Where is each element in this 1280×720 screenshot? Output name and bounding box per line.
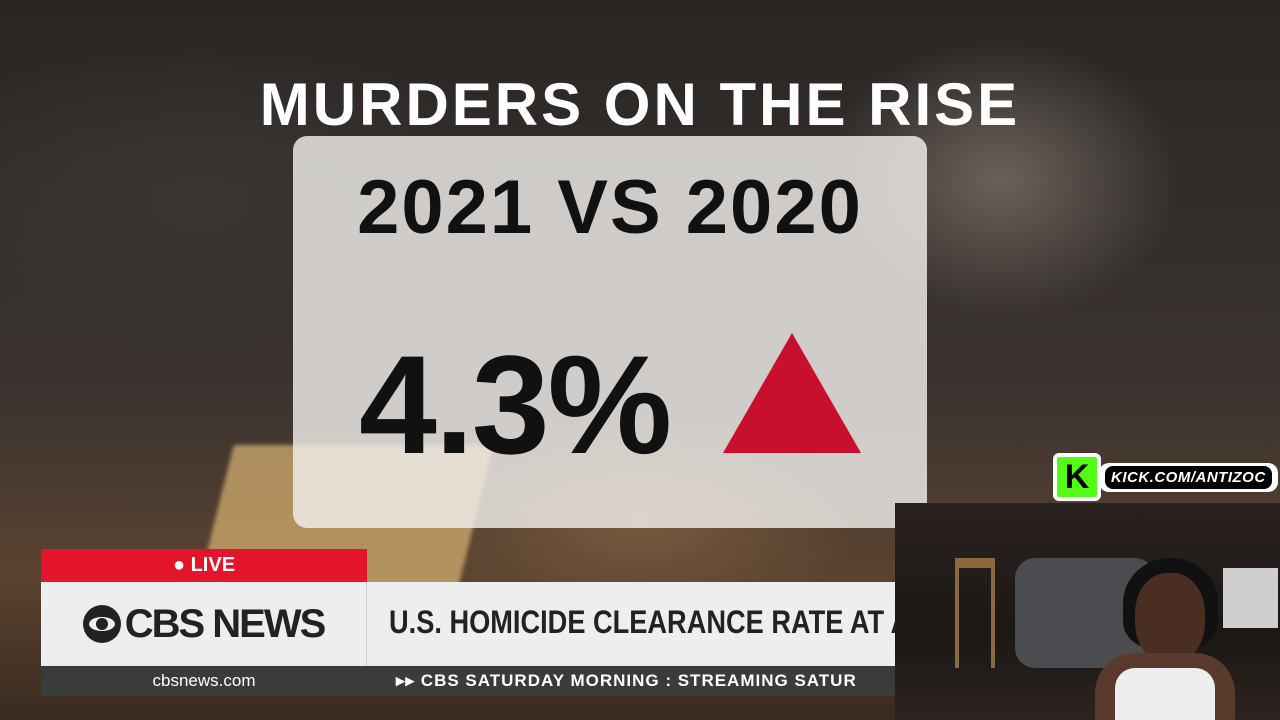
kick-logo: K [1053, 453, 1101, 501]
fast-forward-icon: ▸▸ [396, 671, 421, 690]
ticker-bar: cbsnews.com ▸▸ CBS SATURDAY MORNING : ST… [41, 666, 895, 696]
graphic-title: MURDERS ON THE RISE [259, 71, 1021, 138]
headline: U.S. HOMICIDE CLEARANCE RATE AT A [389, 604, 911, 640]
live-label: LIVE [190, 554, 236, 576]
webcam-feed [895, 503, 1280, 720]
ticker-text: CBS SATURDAY MORNING : STREAMING SATUR [420, 671, 857, 690]
logo-text: CBS NEWS [124, 601, 327, 646]
cbs-news-logo: CBS NEWS [41, 582, 367, 666]
comparison-label: 2021 VS 2020 [357, 165, 863, 250]
kick-url: KICK.COM/ANTIZOC [1105, 465, 1272, 489]
lamp [1223, 568, 1278, 628]
streamer-tank-top [1115, 668, 1215, 720]
lower-third: CBS NEWS U.S. HOMICIDE CLEARANCE RATE AT… [41, 582, 910, 666]
streamer-face [1135, 573, 1205, 663]
kick-overlay: K KICK.COM/ANTIZOC [1053, 453, 1278, 501]
stat-card: 2021 VS 2020 4.3% [293, 136, 927, 528]
percent-change: 4.3% [359, 326, 672, 483]
up-triangle-icon [723, 333, 861, 453]
cbs-eye-icon [82, 605, 121, 643]
website-label: cbsnews.com [152, 671, 256, 690]
ticker-text-wrap: ▸▸ CBS SATURDAY MORNING : STREAMING SATU… [396, 666, 857, 696]
live-badge: ● LIVE [41, 549, 367, 582]
stool [955, 558, 995, 668]
